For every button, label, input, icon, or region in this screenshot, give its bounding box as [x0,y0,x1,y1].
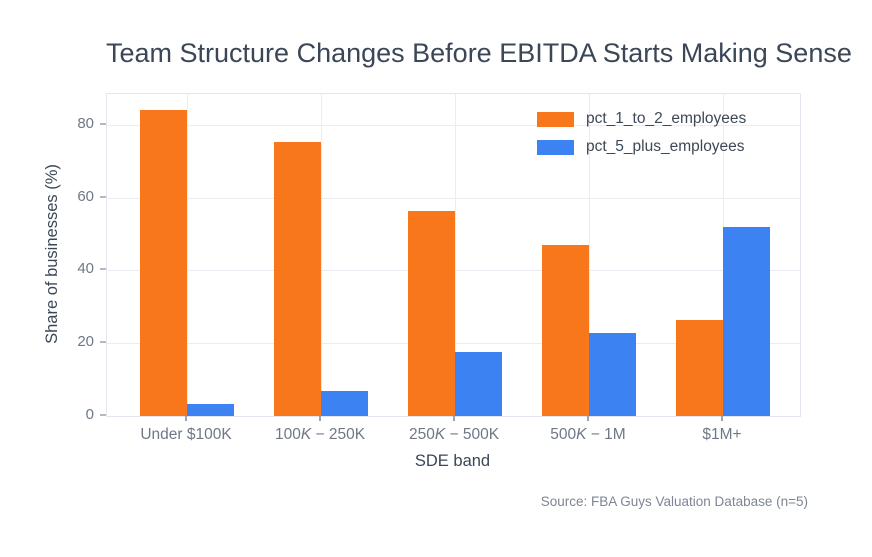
bar-pct_1_to_2_employees-2 [408,211,455,416]
legend-label: pct_1_to_2_employees [586,110,747,127]
gridline-x-1 [321,94,322,416]
chart-title: Team Structure Changes Before EBITDA Sta… [106,38,852,68]
legend-swatch-icon [537,111,574,127]
x-axis-label: SDE band [414,452,491,470]
bar-pct_5_plus_employees-3 [589,332,636,416]
legend-label: pct_5_plus_employees [586,138,745,155]
x-tick-mark-0 [185,416,187,421]
bar-pct_1_to_2_employees-1 [274,141,321,416]
legend: pct_1_to_2_employees pct_5_plus_employees [537,110,746,166]
bar-pct_5_plus_employees-0 [187,403,234,416]
y-tick-mark-80 [100,122,106,125]
gridline-y-60 [107,197,800,199]
y-tick-label-60: 60 [77,187,94,205]
x-tick-label-4: $1M+ [702,426,742,443]
x-tick-label-3: 500K − 1M [550,426,626,443]
y-tick-label-0: 0 [85,406,94,423]
bar-pct_5_plus_employees-1 [321,390,368,416]
bar-pct_5_plus_employees-4 [723,227,770,416]
gridline-y-80 [107,124,800,126]
source-note: Source: FBA Guys Valuation Database (n=5… [540,494,808,509]
gridline-x-0 [187,94,188,416]
y-tick-label-80: 80 [77,114,94,132]
legend-item-pct_1_to_2_employees: pct_1_to_2_employees [537,110,746,128]
y-tick-mark-60 [100,195,106,198]
bar-pct_1_to_2_employees-3 [542,245,589,416]
bar-pct_1_to_2_employees-4 [676,320,723,416]
plot-area [106,93,801,417]
y-tick-label-20: 20 [77,333,94,351]
x-tick-mark-2 [453,416,455,421]
x-tick-mark-1 [319,416,321,421]
x-tick-mark-4 [721,416,723,421]
gridline-x-3 [589,94,590,416]
y-tick-label-40: 40 [77,260,94,278]
gridline-x-2 [455,94,456,416]
y-tick-mark-40 [100,268,106,271]
legend-item-pct_5_plus_employees: pct_5_plus_employees [537,138,746,156]
y-tick-mark-0 [100,414,106,416]
x-tick-mark-3 [587,416,589,421]
legend-swatch-icon [537,139,574,155]
y-axis-label: Share of businesses (%) [43,164,61,344]
bar-pct_1_to_2_employees-0 [140,110,187,416]
x-tick-label-1: 100K − 250K [274,426,366,443]
y-tick-mark-20 [100,341,106,344]
bar-pct_5_plus_employees-2 [455,351,502,416]
x-tick-label-0: Under $100K [140,426,232,443]
x-tick-label-2: 250K − 500K [408,426,500,443]
